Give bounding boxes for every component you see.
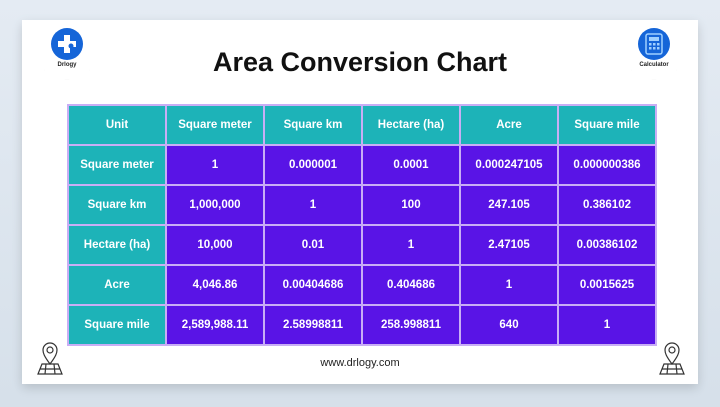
table-cell: 0.000247105 bbox=[459, 144, 559, 186]
table-cell: 4,046.86 bbox=[165, 264, 265, 306]
table-cell: 0.000001 bbox=[263, 144, 363, 186]
table-cell: 1,000,000 bbox=[165, 184, 265, 226]
table-cell: 247.105 bbox=[459, 184, 559, 226]
table-header-row: Unit Square meter Square km Hectare (ha)… bbox=[67, 104, 657, 146]
table-cell: 1 bbox=[459, 264, 559, 306]
table-cell: 1 bbox=[361, 224, 461, 266]
website-link[interactable]: www.drlogy.com bbox=[320, 357, 400, 369]
drlogy-logo[interactable]: Drlogy bbox=[44, 24, 90, 80]
header-cell: Unit bbox=[67, 104, 167, 146]
table-cell: 0.00404686 bbox=[263, 264, 363, 306]
row-label: Hectare (ha) bbox=[67, 224, 167, 266]
table-cell: 0.0001 bbox=[361, 144, 461, 186]
table-cell: 100 bbox=[361, 184, 461, 226]
logo-label: Drlogy bbox=[57, 62, 77, 68]
row-label: Square meter bbox=[67, 144, 167, 186]
row-label: Square mile bbox=[67, 304, 167, 346]
header-cell: Acre bbox=[459, 104, 559, 146]
table-cell: 0.386102 bbox=[557, 184, 657, 226]
row-label: Square km bbox=[67, 184, 167, 226]
table-cell: 0.01 bbox=[263, 224, 363, 266]
table-cell: 0.404686 bbox=[361, 264, 461, 306]
table-cell: 0.00386102 bbox=[557, 224, 657, 266]
table-cell: 0.000000386 bbox=[557, 144, 657, 186]
table-cell: 10,000 bbox=[165, 224, 265, 266]
calculator-label: Calculator bbox=[639, 62, 669, 68]
table-cell: 1 bbox=[263, 184, 363, 226]
row-label: Acre bbox=[67, 264, 167, 306]
stethoscope-cross-icon bbox=[51, 28, 83, 60]
table-row: Acre 4,046.86 0.00404686 0.404686 1 0.00… bbox=[67, 264, 657, 306]
table-row: Square km 1,000,000 1 100 247.105 0.3861… bbox=[67, 184, 657, 226]
table-row: Hectare (ha) 10,000 0.01 1 2.47105 0.003… bbox=[67, 224, 657, 266]
conversion-table: Unit Square meter Square km Hectare (ha)… bbox=[67, 104, 657, 346]
table-row: Square meter 1 0.000001 0.0001 0.0002471… bbox=[67, 144, 657, 186]
table-cell: 2,589,988.11 bbox=[165, 304, 265, 346]
calculator-icon bbox=[638, 28, 670, 60]
header-cell: Square km bbox=[263, 104, 363, 146]
header-cell: Square mile bbox=[557, 104, 657, 146]
table-cell: 1 bbox=[557, 304, 657, 346]
table-cell: 258.998811 bbox=[361, 304, 461, 346]
table-cell: 2.47105 bbox=[459, 224, 559, 266]
map-pin-icon bbox=[37, 342, 63, 375]
calculator-badge[interactable]: Calculator bbox=[631, 24, 677, 80]
table-cell: 0.0015625 bbox=[557, 264, 657, 306]
header-cell: Hectare (ha) bbox=[361, 104, 461, 146]
table-row: Square mile 2,589,988.11 2.58998811 258.… bbox=[67, 304, 657, 346]
page-title: Area Conversion Chart bbox=[212, 47, 508, 77]
header-cell: Square meter bbox=[165, 104, 265, 146]
table-cell: 2.58998811 bbox=[263, 304, 363, 346]
table-cell: 1 bbox=[165, 144, 265, 186]
map-pin-icon bbox=[659, 342, 685, 375]
table-cell: 640 bbox=[459, 304, 559, 346]
